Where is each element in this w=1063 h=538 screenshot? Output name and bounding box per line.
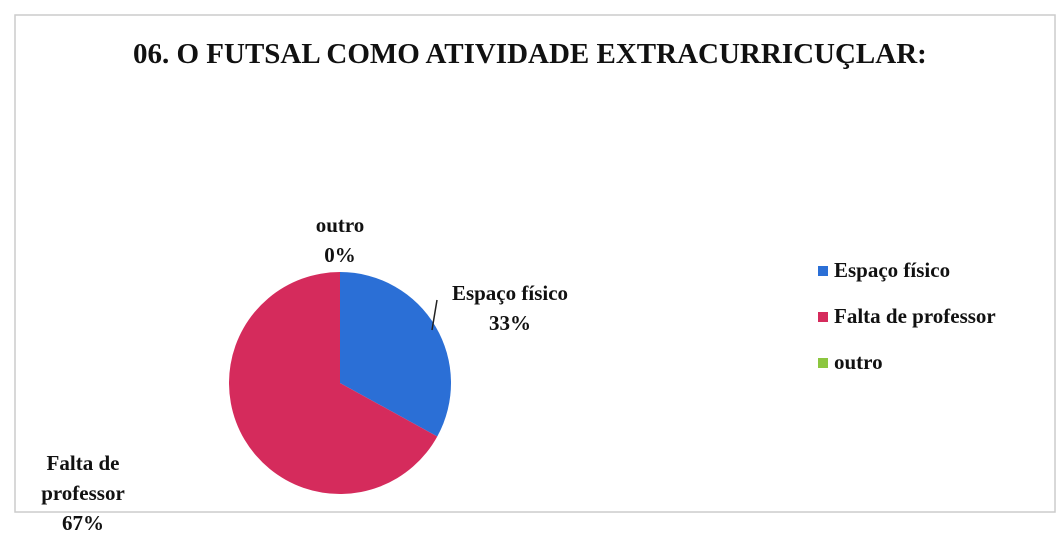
legend-entry: outro (818, 350, 883, 375)
pie-slice (229, 272, 438, 495)
legend-swatch (818, 265, 828, 276)
legend-swatch (818, 357, 828, 368)
data-label: outro 0% (280, 210, 400, 270)
pie (229, 272, 452, 495)
legend-entry: Espaço físico (818, 258, 950, 283)
data-label: Falta de professor 67% (18, 448, 148, 538)
data-label-name: Falta de professor (41, 451, 125, 505)
data-label: Espaço físico 33% (420, 278, 600, 338)
data-label-value: 0% (324, 243, 356, 267)
chart (14, 14, 1056, 513)
data-label-name: outro (315, 213, 365, 237)
chart-frame (14, 14, 1056, 513)
data-label-value: 33% (489, 311, 531, 335)
data-label-value: 67% (62, 511, 104, 535)
legend-label: Falta de professor (834, 304, 996, 328)
legend-entry: Falta de professor (818, 304, 996, 329)
chart-title: 06. O FUTSAL COMO ATIVIDADE EXTRACURRICU… (133, 38, 927, 70)
page: 06. O FUTSAL COMO ATIVIDADE EXTRACURRICU… (14, 14, 1056, 535)
leader-line (431, 299, 438, 331)
legend-swatch (818, 311, 828, 322)
legend-label: Espaço físico (834, 258, 951, 282)
pie-slice (340, 272, 452, 437)
data-label-name: Espaço físico (451, 281, 569, 305)
legend-label: outro (834, 350, 883, 374)
